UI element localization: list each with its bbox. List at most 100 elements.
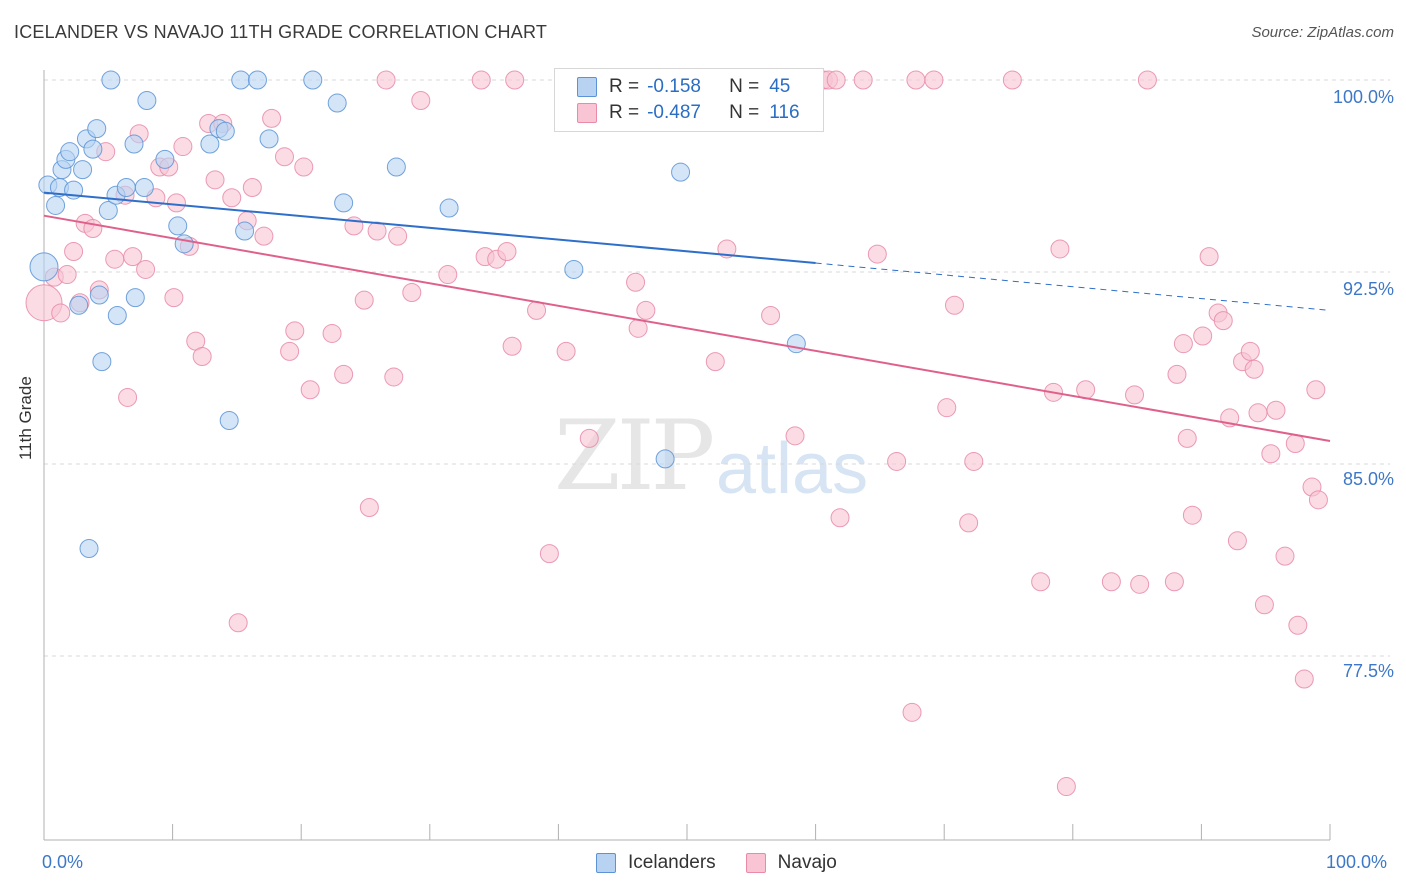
- chart-title: ICELANDER VS NAVAJO 11TH GRADE CORRELATI…: [14, 22, 548, 42]
- navajo-point: [1266, 400, 1286, 420]
- icelander-point: [79, 538, 99, 558]
- navajo-point: [1285, 434, 1305, 454]
- icelander-point: [259, 129, 279, 149]
- icelander-point: [439, 198, 459, 218]
- navajo-point: [1125, 385, 1145, 405]
- icelander-point: [303, 70, 323, 90]
- navajo-point: [280, 341, 300, 361]
- icelander-point: [83, 139, 103, 159]
- navajo-point: [334, 364, 354, 384]
- icelander-point: [786, 334, 806, 354]
- navajo-point: [826, 70, 846, 90]
- navajo-point: [205, 170, 225, 190]
- navajo-point: [242, 178, 262, 198]
- navajo-point: [402, 282, 422, 302]
- navajo-point: [166, 193, 186, 213]
- x-tick-label-max: 100.0%: [1326, 852, 1388, 872]
- legend-n-label: N =: [729, 76, 760, 97]
- navajo-point: [853, 70, 873, 90]
- y-tick-label-77-5: 77.5%: [1342, 661, 1394, 681]
- legend-n-value: 116: [769, 102, 800, 123]
- navajo-point: [1173, 334, 1193, 354]
- icelander-point: [155, 149, 175, 169]
- icelanders-trend-line: [43, 191, 816, 265]
- navajo-point: [1182, 505, 1202, 525]
- icelander-point: [200, 134, 220, 154]
- navajo-point: [1213, 311, 1233, 331]
- navajo-point: [300, 380, 320, 400]
- icelander-point: [655, 449, 675, 469]
- stats-legend: R = -0.158 N = 45 R = -0.487 N = 116: [554, 68, 824, 132]
- legend-row-icelanders: R = -0.158 N = 45: [577, 75, 790, 99]
- navajo-point: [1177, 428, 1197, 448]
- icelander-point: [92, 352, 112, 372]
- navajo-point: [438, 265, 458, 285]
- navajo-point: [1031, 572, 1051, 592]
- icelander-point: [215, 121, 235, 141]
- icelander-point: [98, 201, 118, 221]
- y-tick-label-85: 85.0%: [1342, 469, 1394, 489]
- icelander-point: [60, 142, 80, 162]
- navajo-point: [1050, 239, 1070, 259]
- navajo-point: [527, 300, 547, 320]
- navajo-point: [228, 613, 248, 633]
- navajo-point: [502, 336, 522, 356]
- icelander-points: [29, 70, 806, 558]
- navajo-point: [164, 288, 184, 308]
- icelander-point: [168, 216, 188, 236]
- navajo-point: [388, 226, 408, 246]
- y-tick-label-92-5: 92.5%: [1342, 279, 1394, 299]
- icelander-point: [89, 285, 109, 305]
- navajo-point: [51, 303, 71, 323]
- navajo-point: [1275, 546, 1295, 566]
- icelander-point: [174, 234, 194, 254]
- navajo-points: [25, 70, 1328, 797]
- navajo-point: [367, 221, 387, 241]
- icelander-point: [247, 70, 267, 90]
- navajo-legend-swatch: [745, 853, 766, 873]
- watermark-zip: ZIP: [554, 400, 715, 512]
- icelander-point: [116, 178, 136, 198]
- navajo-point: [384, 367, 404, 387]
- navajo-point: [1130, 574, 1150, 594]
- navajo-point: [1294, 669, 1314, 689]
- source-credit: Source: ZipAtlas.com: [1251, 24, 1394, 41]
- navajo-point: [105, 249, 125, 269]
- navajo-point: [411, 90, 431, 110]
- navajo-point: [705, 352, 725, 372]
- navajo-point: [761, 306, 781, 326]
- navajo-point: [628, 318, 648, 338]
- y-axis-label: 11th Grade: [16, 376, 35, 460]
- navajo-point: [636, 300, 656, 320]
- navajo-point: [1101, 572, 1121, 592]
- icelander-point: [101, 70, 121, 90]
- icelander-point: [564, 259, 584, 279]
- navajo-point: [505, 70, 525, 90]
- legend-r-label: R =: [609, 102, 640, 123]
- navajo-point: [1002, 70, 1022, 90]
- navajo-point: [1199, 247, 1219, 267]
- navajo-point: [959, 513, 979, 533]
- icelander-point: [124, 134, 144, 154]
- navajo-point: [906, 70, 926, 90]
- navajo-point: [254, 226, 274, 246]
- icelanders-legend-swatch: [596, 853, 616, 873]
- icelander-point: [73, 160, 93, 180]
- navajo-point: [717, 239, 737, 259]
- navajo-point: [1288, 615, 1308, 635]
- series-legend: Icelanders Navajo: [596, 852, 837, 874]
- navajo-point: [376, 70, 396, 90]
- icelander-point: [235, 221, 255, 241]
- icelanders-trend-extension: [815, 262, 1331, 311]
- icelander-point: [134, 178, 154, 198]
- navajo-point: [830, 508, 850, 528]
- navajo-point: [902, 702, 922, 722]
- navajo-point: [274, 147, 294, 167]
- navajo-point: [887, 451, 907, 471]
- icelander-point: [107, 306, 127, 326]
- navajo-point: [1248, 403, 1268, 423]
- navajo-point: [118, 387, 138, 407]
- x-tick-label-min: 0.0%: [42, 852, 84, 872]
- icelander-point: [87, 119, 107, 139]
- icelander-point: [219, 410, 239, 430]
